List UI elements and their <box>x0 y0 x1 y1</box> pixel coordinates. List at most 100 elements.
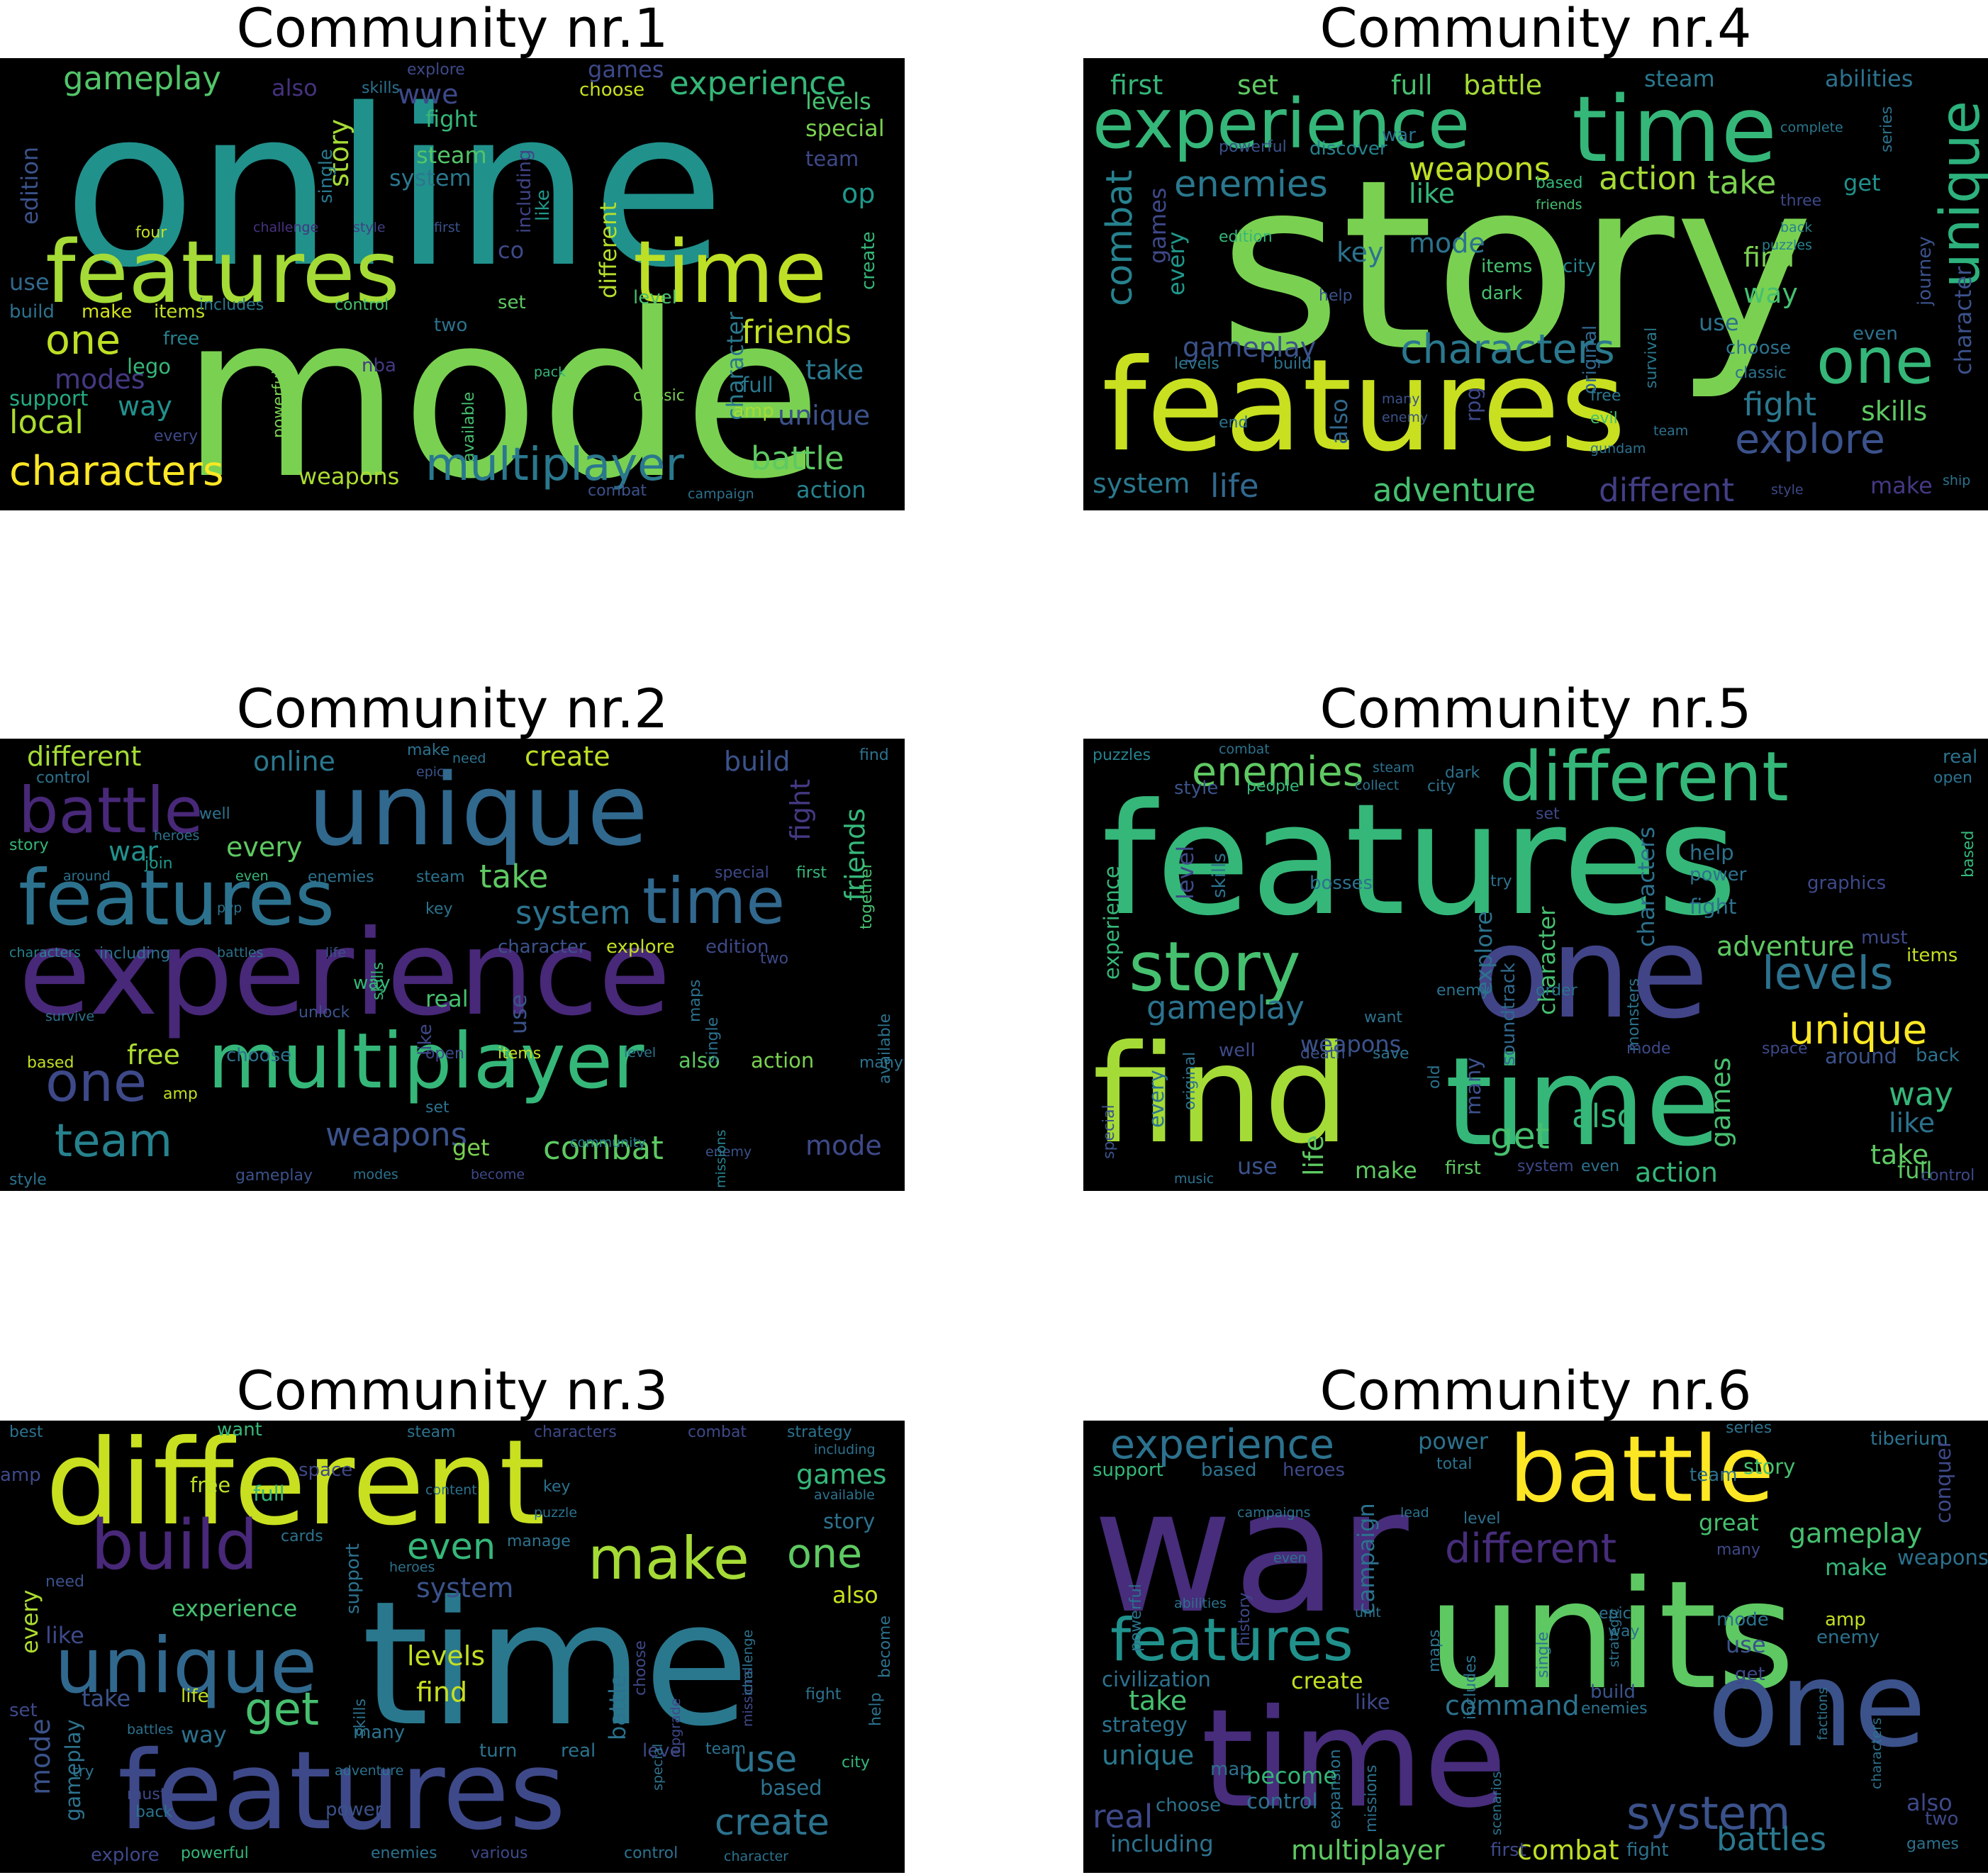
cloud-word: gameplay <box>1146 989 1305 1026</box>
cloud-word: want <box>217 1421 262 1440</box>
cloud-word: use <box>1237 1153 1278 1180</box>
cloud-word: get <box>1490 1116 1550 1158</box>
cloud-word: available <box>876 1013 894 1084</box>
cloud-word: strategy <box>787 1423 852 1441</box>
cloud-word: battles <box>1716 1820 1827 1858</box>
cloud-word: skills <box>362 79 401 97</box>
cloud-word: conquer <box>1931 1439 1955 1523</box>
cloud-word: campaign <box>1353 1503 1380 1615</box>
cloud-word: take <box>805 354 864 386</box>
cloud-word: fight <box>805 1686 842 1703</box>
cloud-word: abilities <box>1174 1596 1227 1611</box>
cloud-word: puzzles <box>1093 746 1151 764</box>
cloud-word: choose <box>1726 337 1792 359</box>
cloud-word: also <box>272 74 318 101</box>
cloud-word: take <box>1707 164 1777 201</box>
cloud-word: strategy <box>1102 1713 1188 1737</box>
cloud-word: steam <box>416 868 465 886</box>
cloud-word: people <box>1246 778 1300 795</box>
cloud-word: levels <box>1174 355 1219 373</box>
cloud-word: characters <box>1400 326 1615 373</box>
cloud-word: every <box>154 427 199 445</box>
cloud-word: time <box>1572 77 1777 183</box>
cloud-word: enemies <box>371 1845 437 1862</box>
cloud-word: full <box>1391 69 1433 101</box>
cloud-word: includes <box>1462 1655 1480 1720</box>
cloud-word: unique <box>1102 1740 1195 1771</box>
cloud-word: find <box>1093 1017 1350 1174</box>
cloud-word: level <box>1463 1510 1501 1528</box>
cloud-word: team <box>805 147 859 171</box>
cloud-word: build <box>91 1506 259 1585</box>
cloud-word: weapons <box>1897 1545 1988 1569</box>
cloud-word: style <box>1174 778 1219 799</box>
cloud-word: city <box>1427 778 1456 795</box>
word-cloud: experience unique multiplayer features time b… <box>0 739 905 1191</box>
cloud-word: key <box>425 900 453 918</box>
cloud-word: gameplay <box>235 1167 313 1185</box>
cloud-word: online <box>253 746 335 777</box>
cloud-word: combat <box>1099 169 1141 306</box>
cloud-word: adventure <box>1373 471 1536 509</box>
cloud-word: edition <box>16 146 43 225</box>
cloud-word: survive <box>45 1009 95 1024</box>
cloud-word: battles <box>127 1722 174 1737</box>
cloud-word: old <box>1426 1065 1443 1089</box>
cloud-word: multiplayer <box>208 1017 644 1106</box>
cloud-word: style <box>1771 482 1804 498</box>
cloud-word: action <box>1635 1157 1718 1188</box>
cloud-word: dark <box>1481 283 1523 304</box>
cloud-word: end <box>1219 414 1249 432</box>
cloud-word: campaigns <box>1237 1505 1311 1521</box>
cloud-word: manage <box>507 1533 571 1550</box>
cloud-word: take <box>479 858 549 895</box>
cloud-word: powerful <box>1127 1584 1145 1652</box>
cloud-word: upgrade <box>668 1698 683 1754</box>
cloud-word: full <box>1897 1157 1933 1184</box>
cloud-word: lead <box>1400 1505 1429 1521</box>
cloud-word: many <box>1461 1057 1485 1115</box>
cloud-word: try <box>1490 873 1512 890</box>
cloud-word: support <box>342 1543 364 1614</box>
cloud-word: battle <box>1463 69 1543 101</box>
cloud-word: series <box>1878 106 1896 152</box>
cloud-word: also <box>1572 1097 1637 1135</box>
cloud-word: experience <box>1100 866 1124 980</box>
cloud-word: available <box>814 1487 875 1503</box>
cloud-word: classic <box>633 387 685 405</box>
cloud-word: characters <box>1869 1718 1884 1789</box>
cloud-word: even <box>1581 1158 1620 1175</box>
cloud-word: build <box>9 301 55 323</box>
cloud-word: become <box>471 1167 525 1182</box>
word-cloud: war units time one battle features system exper… <box>1083 1421 1988 1873</box>
cloud-word: special <box>805 115 885 142</box>
panel-title: Community nr.2 <box>236 677 669 740</box>
cloud-word: full <box>742 373 774 397</box>
cloud-word: mode <box>1409 228 1485 259</box>
cloud-word: characters <box>9 448 224 495</box>
cloud-word: many <box>1716 1541 1760 1559</box>
cloud-word: system <box>515 894 631 931</box>
cloud-word: enemies <box>1174 164 1328 206</box>
panel-title: Community nr.3 <box>236 1359 669 1422</box>
cloud-word: system <box>1093 468 1190 499</box>
cloud-word: even <box>407 1526 496 1568</box>
cloud-word: rpg <box>1461 387 1485 422</box>
cloud-word: pvp <box>217 900 242 916</box>
cloud-word: multiplayer <box>425 439 684 491</box>
cloud-word: mode <box>1626 1040 1671 1058</box>
cloud-word: set <box>1237 69 1279 101</box>
cloud-word: enemies <box>308 868 374 886</box>
cloud-word: enemies <box>1192 749 1364 795</box>
cloud-word: use <box>1726 1631 1766 1658</box>
cloud-word: time <box>1445 1031 1721 1173</box>
cloud-word: scenarios <box>1489 1771 1504 1835</box>
cloud-word: character <box>1950 266 1977 375</box>
cloud-word: build <box>1590 1681 1636 1703</box>
cloud-word: factions <box>1815 1686 1831 1740</box>
cloud-word: features <box>18 854 335 943</box>
cloud-word: like <box>1409 178 1456 209</box>
cloud-word: amp <box>1825 1609 1866 1630</box>
cloud-word: level <box>624 1045 657 1060</box>
cloud-word: items <box>154 301 206 323</box>
